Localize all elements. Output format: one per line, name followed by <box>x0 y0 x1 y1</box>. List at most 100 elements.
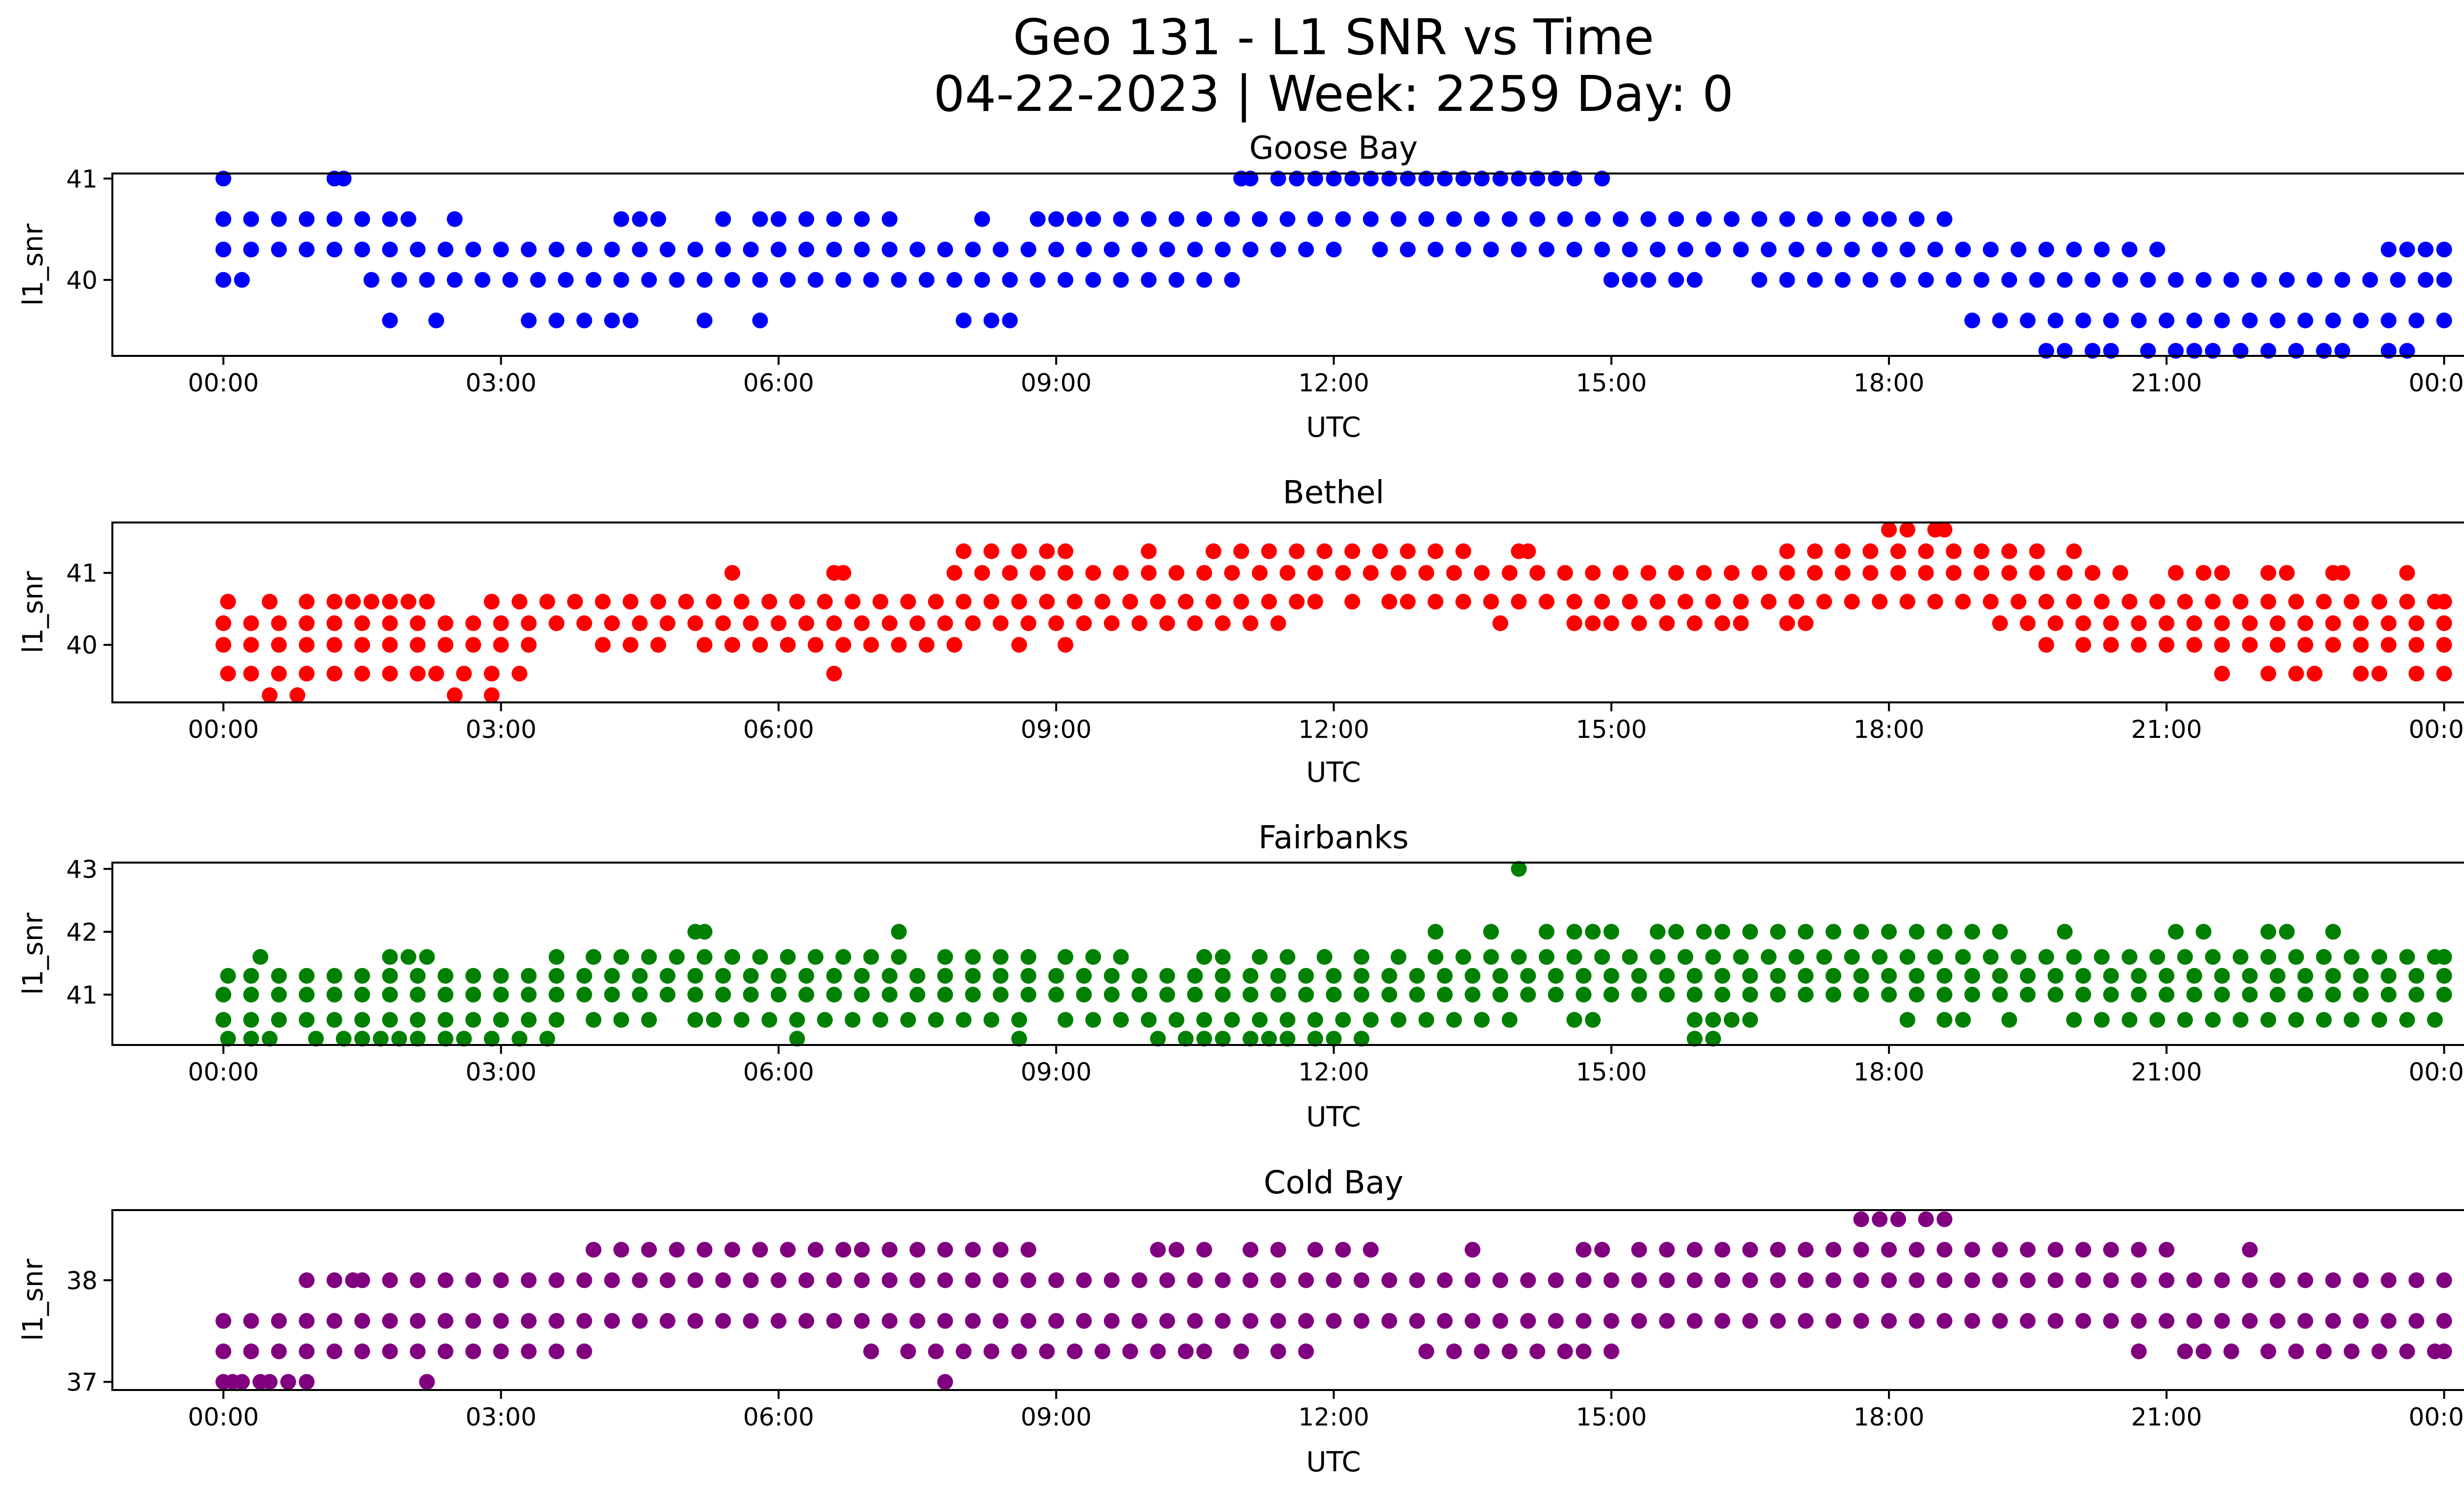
scatter-point-3-61 <box>1909 968 1925 984</box>
scatter-point-6-24 <box>1326 1031 1342 1047</box>
scatter-point-1-21 <box>1048 211 1064 227</box>
scatter-point-2-48 <box>1899 949 1916 965</box>
scatter-point-3-26 <box>937 968 953 984</box>
scatter-point-1-4 <box>1058 543 1073 559</box>
x-tick-label: 09:00 <box>1021 369 1092 397</box>
scatter-point-4-19 <box>743 986 759 1003</box>
scatter-point-4-7 <box>410 1343 426 1359</box>
scatter-point-2-9 <box>465 242 481 258</box>
scatter-point-5-39 <box>2381 637 2396 653</box>
y-tick-label: 38 <box>66 1266 98 1295</box>
scatter-point-3-51 <box>2085 272 2101 288</box>
scatter-point-1-28 <box>1631 1242 1647 1258</box>
scatter-point-3-30 <box>1048 968 1064 984</box>
scatter-point-1-48 <box>1779 211 1795 227</box>
scatter-point-2-3 <box>354 1272 370 1288</box>
scatter-point-2-11 <box>520 242 537 258</box>
scatter-point-3-71 <box>2186 1313 2202 1329</box>
scatter-point-2-70 <box>2214 1272 2230 1288</box>
scatter-point-3-80 <box>2436 968 2452 984</box>
scatter-point-2-31 <box>1131 1272 1148 1288</box>
scatter-point-4-1 <box>428 313 445 329</box>
scatter-point-5-14 <box>2399 343 2415 359</box>
scatter-point-3-42 <box>1381 1313 1398 1329</box>
scatter-point-4-14 <box>863 1343 879 1359</box>
scatter-point-4-3 <box>548 313 565 329</box>
scatter-point-4-58 <box>1825 986 1842 1003</box>
scatter-point-3-58 <box>1825 1313 1842 1329</box>
scatter-point-1-0 <box>215 211 232 227</box>
scatter-point-1-2 <box>271 211 287 227</box>
scatter-point-3-54 <box>1714 1313 1731 1329</box>
scatter-point-4-0 <box>215 615 232 631</box>
scatter-point-3-38 <box>1270 1313 1286 1329</box>
scatter-point-2-34 <box>1511 949 1527 965</box>
scatter-point-4-43 <box>2288 1343 2304 1359</box>
scatter-point-2-13 <box>576 242 592 258</box>
scatter-point-6-2 <box>262 1031 278 1047</box>
scatter-point-2-64 <box>2343 949 2360 965</box>
scatter-point-5-13 <box>2381 343 2396 359</box>
scatter-point-2-43 <box>1761 949 1777 965</box>
scatter-point-1-35 <box>1825 1242 1842 1258</box>
scatter-point-4-47 <box>2399 1343 2415 1359</box>
scatter-point-4-5 <box>354 1343 370 1359</box>
x-tick-label: 00:00 <box>188 715 259 744</box>
scatter-point-2-29 <box>1076 1272 1092 1288</box>
scatter-point-3-66 <box>2048 1313 2064 1329</box>
scatter-point-2-67 <box>2131 1272 2147 1288</box>
scatter-point-2-42 <box>2029 565 2045 581</box>
scatter-point-1-15 <box>798 211 815 227</box>
scatter-point-2-65 <box>2038 242 2054 258</box>
scatter-point-4-2 <box>271 986 287 1003</box>
scatter-point-2-25 <box>1215 949 1231 965</box>
scatter-point-5-7 <box>410 637 426 653</box>
scatter-point-2-39 <box>1298 242 1314 258</box>
scatter-point-4-43 <box>1409 986 1425 1003</box>
scatter-point-2-30 <box>1696 565 1712 581</box>
scatter-point-4-73 <box>2242 986 2258 1003</box>
scatter-point-1-23 <box>1335 1242 1351 1258</box>
scatter-point-4-33 <box>1502 1343 1518 1359</box>
scatter-point-1-11 <box>1696 924 1712 940</box>
scatter-point-4-72 <box>2214 986 2230 1003</box>
scatter-point-4-51 <box>2019 615 2036 631</box>
scatter-point-2-20 <box>1418 565 1435 581</box>
scatter-point-4-64 <box>1992 986 2008 1003</box>
scatter-point-4-56 <box>1770 986 1786 1003</box>
scatter-point-1-23 <box>2056 924 2073 940</box>
scatter-point-3-68 <box>2103 1313 2119 1329</box>
scatter-point-0-6 <box>1289 171 1305 187</box>
scatter-point-2-45 <box>1816 949 1832 965</box>
scatter-point-3-75 <box>2316 593 2332 610</box>
scatter-point-1-26 <box>2001 543 2018 559</box>
scatter-point-1-19 <box>1807 543 1823 559</box>
scatter-point-5-38 <box>2353 637 2369 653</box>
scatter-point-4-67 <box>2075 986 2091 1003</box>
scatter-point-2-42 <box>1733 949 1749 965</box>
scatter-point-3-37 <box>1242 1313 1259 1329</box>
scatter-point-5-53 <box>1936 1012 1952 1028</box>
scatter-point-5-41 <box>1390 1012 1406 1028</box>
scatter-point-4-39 <box>2177 1343 2193 1359</box>
scatter-point-2-36 <box>1862 565 1879 581</box>
scatter-point-4-51 <box>1631 986 1647 1003</box>
scatter-point-3-28 <box>992 1313 1009 1329</box>
scatter-point-4-19 <box>743 615 759 631</box>
scatter-point-3-42 <box>1400 593 1416 610</box>
scatter-point-3-75 <box>2297 968 2313 984</box>
scatter-point-4-27 <box>965 615 981 631</box>
scatter-point-1-36 <box>1446 211 1462 227</box>
scatter-point-5-28 <box>1011 1012 1027 1028</box>
scatter-point-3-24 <box>974 272 990 288</box>
scatter-point-2-50 <box>1622 242 1638 258</box>
scatter-point-5-15 <box>696 637 713 653</box>
scatter-point-4-28 <box>2408 313 2425 329</box>
scatter-point-2-8 <box>1085 565 1101 581</box>
scatter-point-6-5 <box>354 1031 370 1047</box>
scatter-point-1-45 <box>2103 1242 2119 1258</box>
scatter-point-2-24 <box>1196 949 1212 965</box>
scatter-point-2-10 <box>493 242 509 258</box>
scatter-point-3-44 <box>1455 593 1472 610</box>
scatter-point-1-25 <box>2195 924 2212 940</box>
